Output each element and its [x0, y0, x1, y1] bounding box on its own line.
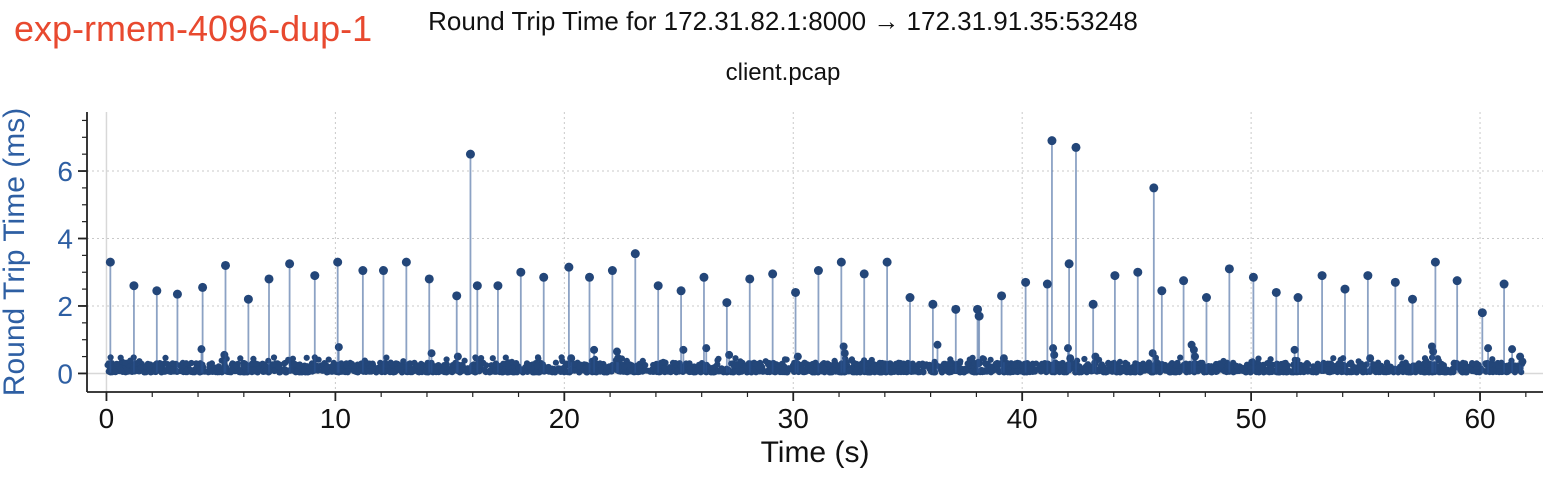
data-points — [104, 136, 1527, 376]
x-axis-label: Time (s) — [761, 436, 870, 469]
experiment-label: exp-rmem-4096-dup-1 — [14, 8, 373, 49]
y-axis-label: Round Trip Time (ms) — [0, 108, 31, 396]
svg-text:20: 20 — [549, 403, 580, 434]
svg-text:60: 60 — [1464, 403, 1495, 434]
svg-text:0: 0 — [57, 358, 73, 389]
svg-text:2: 2 — [57, 291, 73, 322]
axes — [78, 112, 1543, 401]
svg-text:50: 50 — [1236, 403, 1267, 434]
svg-text:40: 40 — [1007, 403, 1038, 434]
gridlines — [87, 112, 1543, 392]
svg-text:4: 4 — [57, 224, 73, 255]
svg-text:30: 30 — [778, 403, 809, 434]
svg-text:0: 0 — [99, 403, 115, 434]
svg-text:6: 6 — [57, 156, 73, 187]
tick-labels: 0 10 20 30 40 50 60 0 2 4 6 — [57, 156, 1495, 434]
svg-text:10: 10 — [320, 403, 351, 434]
